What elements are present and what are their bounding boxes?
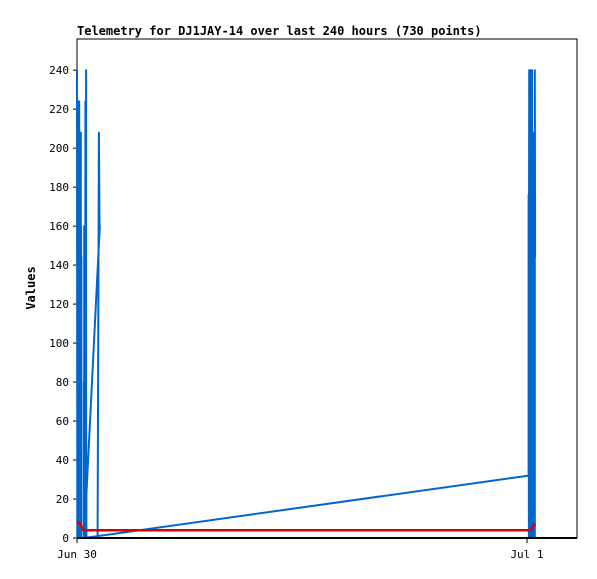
series-line-2 <box>76 521 537 532</box>
y-tick-label: 140 <box>49 259 69 272</box>
y-tick-label: 160 <box>49 220 69 233</box>
y-tick-label: 20 <box>56 493 69 506</box>
y-tick-label: 240 <box>49 64 69 77</box>
y-tick-label: 60 <box>56 415 69 428</box>
y-tick-label: 0 <box>62 532 69 545</box>
x-axis: Jun 30 Jul 1 <box>57 538 544 561</box>
series-line-1 <box>76 69 537 539</box>
y-tick-label: 220 <box>49 103 69 116</box>
y-tick-label: 180 <box>49 181 69 194</box>
x-tick-label: Jun 30 <box>57 548 97 561</box>
series-layer <box>76 69 537 539</box>
y-axis: 0 20 40 60 80 100 120 140 160 180 200 220 240 <box>49 64 77 545</box>
y-tick-label: 120 <box>49 298 69 311</box>
y-tick-label: 200 <box>49 142 69 155</box>
chart-title: Telemetry for DJ1JAY-14 over last 240 ho… <box>77 24 482 38</box>
y-tick-label: 80 <box>56 376 69 389</box>
y-tick-label: 40 <box>56 454 69 467</box>
x-tick-label: Jul 1 <box>510 548 543 561</box>
y-tick-label: 100 <box>49 337 69 350</box>
y-axis-label: Values <box>24 266 38 309</box>
